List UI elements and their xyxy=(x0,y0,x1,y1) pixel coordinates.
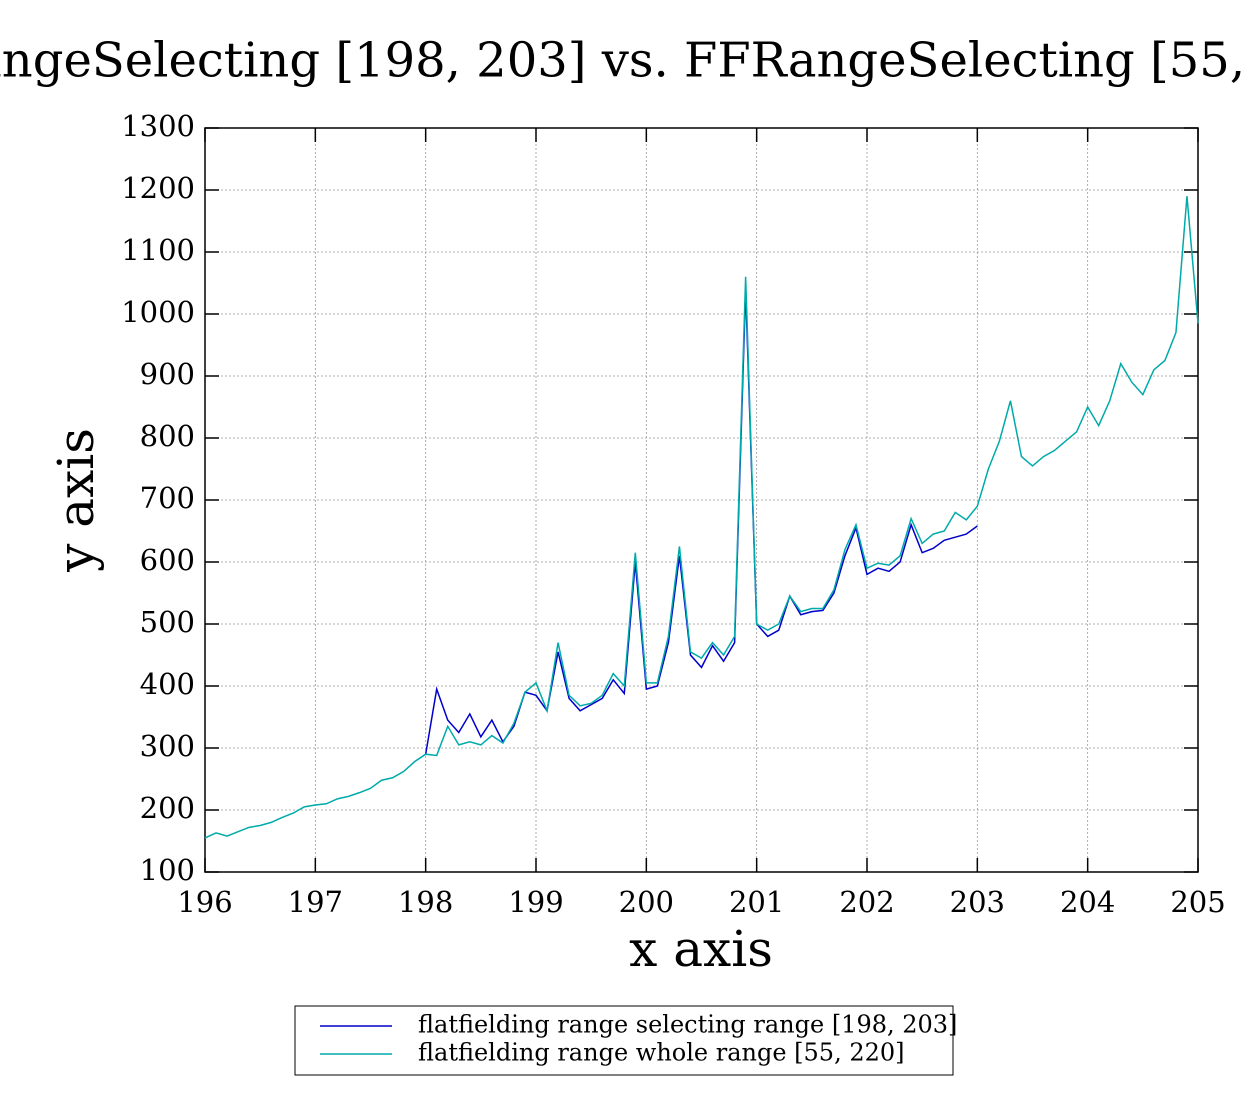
y-axis-label: y axis xyxy=(47,428,105,573)
y-tick-label: 800 xyxy=(140,419,195,453)
legend-label: flatfielding range whole range [55, 220] xyxy=(418,1039,905,1067)
x-axis-label: x axis xyxy=(629,920,773,978)
x-tick-label: 205 xyxy=(1170,885,1225,919)
chart-title: FFRangeSelecting [198, 203] vs. FFRangeS… xyxy=(0,33,1248,89)
y-tick-label: 400 xyxy=(140,667,195,701)
y-tick-label: 200 xyxy=(140,791,195,825)
y-tick-label: 1100 xyxy=(121,233,195,267)
x-tick-label: 196 xyxy=(177,885,232,919)
y-tick-label: 900 xyxy=(140,357,195,391)
y-tick-label: 100 xyxy=(140,853,195,887)
legend-box xyxy=(294,1005,954,1076)
y-tick-label: 1300 xyxy=(121,109,195,143)
x-tick-label: 199 xyxy=(508,885,563,919)
y-tick-label: 500 xyxy=(140,605,195,639)
y-tick-label: 300 xyxy=(140,729,195,763)
x-tick-label: 200 xyxy=(619,885,674,919)
y-tick-label: 1200 xyxy=(121,171,195,205)
plot-frame xyxy=(204,127,1199,873)
y-tick-label: 1000 xyxy=(121,295,195,329)
data-line xyxy=(424,289,978,755)
y-tick-label: 700 xyxy=(140,481,195,515)
data-line xyxy=(204,196,1199,839)
x-tick-label: 201 xyxy=(729,885,784,919)
x-tick-label: 198 xyxy=(398,885,453,919)
x-tick-label: 204 xyxy=(1060,885,1115,919)
x-tick-label: 202 xyxy=(839,885,894,919)
x-tick-label: 203 xyxy=(950,885,1005,919)
x-tick-label: 197 xyxy=(288,885,343,919)
y-tick-label: 600 xyxy=(140,543,195,577)
legend-label: flatfielding range selecting range [198,… xyxy=(418,1011,957,1039)
